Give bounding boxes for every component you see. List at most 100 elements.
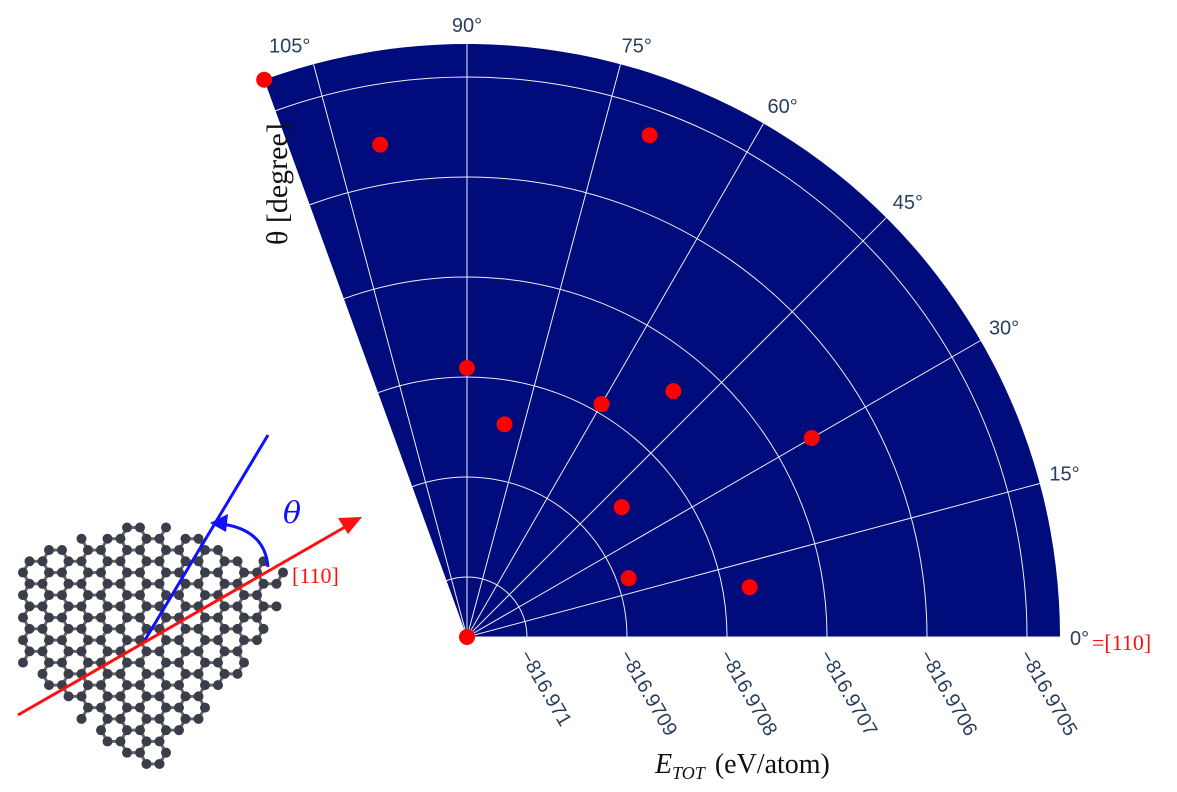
atom <box>141 601 152 612</box>
angular-axis-title: θ [degree] <box>261 123 294 245</box>
atom <box>122 590 132 601</box>
atom <box>141 736 152 747</box>
atom <box>24 556 35 567</box>
atom <box>180 623 191 634</box>
atom <box>44 612 54 623</box>
atom <box>37 578 48 589</box>
atom <box>135 612 145 623</box>
atom <box>44 657 54 668</box>
angular-tick-label: 30° <box>989 318 1019 340</box>
atom <box>76 713 87 724</box>
atom <box>161 680 171 691</box>
atom <box>213 680 223 691</box>
atom <box>135 725 145 736</box>
atom <box>76 601 87 612</box>
atom <box>193 713 204 724</box>
atom <box>141 758 152 769</box>
atom <box>141 713 152 724</box>
atom <box>18 635 28 646</box>
atom <box>63 556 74 567</box>
atom <box>122 702 132 713</box>
arrow-head <box>210 514 228 532</box>
atom <box>44 590 54 601</box>
atom <box>135 680 145 691</box>
atom <box>102 668 113 679</box>
atom <box>24 601 35 612</box>
atom <box>239 635 249 646</box>
atom <box>122 545 132 556</box>
atom <box>102 736 113 747</box>
atom <box>102 713 113 724</box>
atom <box>180 556 191 567</box>
atom <box>115 691 126 702</box>
atom <box>180 533 191 544</box>
data-point <box>496 416 513 433</box>
atom <box>96 680 106 691</box>
atom <box>135 567 145 578</box>
atom <box>57 612 67 623</box>
atom <box>83 612 93 623</box>
atom <box>96 590 106 601</box>
atom <box>219 646 230 657</box>
radial-grid-arc <box>377 376 728 638</box>
atom <box>141 691 152 702</box>
atom <box>213 567 223 578</box>
atom <box>102 601 113 612</box>
atom <box>161 635 171 646</box>
polar-plot: −816.971 −816.9709 −816.9708 −816.9707 −816.… <box>256 15 1089 740</box>
atom <box>102 691 113 702</box>
radial-grid-arc <box>343 276 828 638</box>
atom <box>37 601 48 612</box>
atom <box>96 612 106 623</box>
atom <box>96 545 106 556</box>
atom <box>115 578 126 589</box>
atom <box>76 646 87 657</box>
atom <box>76 533 87 544</box>
radial-axis-title: ETOT (eV/atom) <box>654 749 830 783</box>
atom <box>83 567 93 578</box>
data-point <box>459 360 475 376</box>
data-point <box>741 579 758 596</box>
atom <box>63 623 74 634</box>
atom <box>24 623 35 634</box>
radial-grid-arc <box>309 176 928 638</box>
atom <box>44 635 54 646</box>
atom <box>122 567 132 578</box>
atom <box>115 601 126 612</box>
angular-tick-label: 75° <box>622 36 652 58</box>
atom <box>161 725 171 736</box>
atom <box>161 657 171 668</box>
plot-background <box>264 43 1060 637</box>
radial-tick-label: −816.9708 <box>715 647 782 740</box>
data-point <box>372 136 389 153</box>
atom <box>200 612 210 623</box>
atom <box>18 612 28 623</box>
atom <box>219 623 230 634</box>
atom <box>102 646 113 657</box>
angular-tick-label: 0° <box>1070 628 1089 650</box>
atom <box>193 668 204 679</box>
atom <box>219 578 230 589</box>
atom <box>63 691 74 702</box>
atom <box>115 623 126 634</box>
atom <box>278 567 288 578</box>
atom <box>193 556 204 567</box>
atom <box>18 590 28 601</box>
atom <box>83 545 93 556</box>
angular-grid-line <box>466 64 621 638</box>
atom <box>63 601 74 612</box>
atom <box>180 691 191 702</box>
data-point <box>665 383 682 400</box>
atom <box>258 623 269 634</box>
atom <box>161 590 171 601</box>
data-point <box>613 499 630 516</box>
atom <box>161 567 171 578</box>
angular-tick-label: 15° <box>1049 463 1079 485</box>
atom <box>252 612 262 623</box>
atom <box>102 533 113 544</box>
radial-tick-label: −816.9706 <box>915 647 982 740</box>
atom <box>24 646 35 657</box>
atom <box>161 747 171 758</box>
atom <box>141 578 152 589</box>
atom <box>115 736 126 747</box>
